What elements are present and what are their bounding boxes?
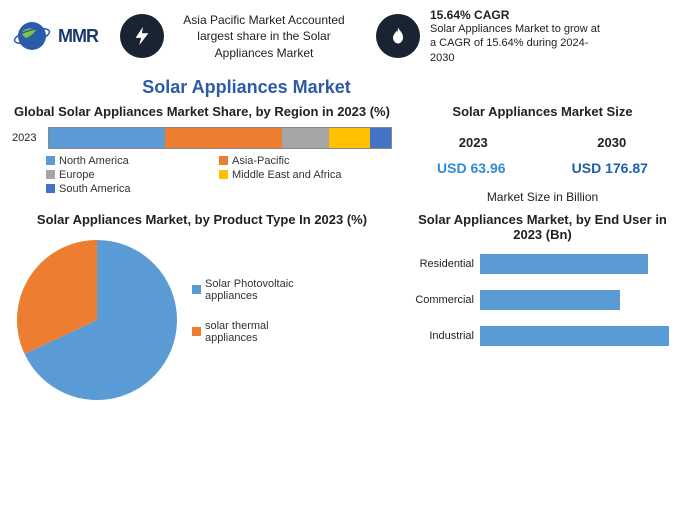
pie-chart <box>12 235 182 405</box>
cagr-fact: 15.64% CAGR Solar Appliances Market to g… <box>376 8 600 65</box>
legend-swatch <box>46 156 55 165</box>
region-year-label: 2023 <box>12 132 42 144</box>
size-year-1: 2023 <box>459 135 488 150</box>
legend-item: Asia-Pacific <box>219 155 392 167</box>
region-legend: North America Asia-Pacific Europe Middle Ea… <box>46 155 392 197</box>
region-segment <box>282 128 330 148</box>
hbar-row: Industrial <box>404 326 681 346</box>
size-year-2: 2030 <box>597 135 626 150</box>
legend-label: solar thermal appliances <box>205 320 315 344</box>
region-chart-title: Global Solar Appliances Market Share, by… <box>12 104 392 119</box>
region-stacked-bar <box>48 127 392 149</box>
legend-swatch <box>219 170 228 179</box>
legend-swatch <box>192 285 201 294</box>
legend-item: Europe <box>46 169 219 181</box>
legend-swatch <box>46 170 55 179</box>
legend-label: North America <box>59 155 129 167</box>
hbar-bar <box>480 326 669 346</box>
header-row: MMR Asia Pacific Market Accounted larges… <box>0 0 693 73</box>
region-segment <box>370 128 391 148</box>
globe-icon <box>12 14 56 58</box>
hbar-bar <box>480 290 620 310</box>
hbar-label: Residential <box>404 258 474 270</box>
size-values: USD 63.96 USD 176.87 <box>404 160 681 176</box>
hbar-row: Commercial <box>404 290 681 310</box>
fact-1-text: Asia Pacific Market Accounted largest sh… <box>174 12 354 61</box>
pie-wrap: Solar Photovoltaic appliances solar therm… <box>12 235 392 405</box>
legend-item: Solar Photovoltaic appliances <box>192 278 315 302</box>
legend-item: solar thermal appliances <box>192 320 315 344</box>
main-title: Solar Appliances Market <box>0 77 693 98</box>
region-segment <box>49 128 165 148</box>
fact-1: Asia Pacific Market Accounted largest sh… <box>120 12 354 61</box>
hbar-label: Industrial <box>404 330 474 342</box>
legend-label: Solar Photovoltaic appliances <box>205 278 315 302</box>
legend-label: Middle East and Africa <box>232 169 341 181</box>
legend-swatch <box>46 184 55 193</box>
hbar-bar <box>480 254 648 274</box>
hbar-chart: Residential Commercial Industrial <box>404 254 681 346</box>
size-val-1: USD 63.96 <box>437 160 505 176</box>
legend-label: Europe <box>59 169 94 181</box>
legend-swatch <box>192 327 201 336</box>
logo-text: MMR <box>58 26 98 47</box>
legend-item: North America <box>46 155 219 167</box>
cagr-block: 15.64% CAGR Solar Appliances Market to g… <box>430 8 600 65</box>
legend-item: South America <box>46 183 219 195</box>
legend-item: Middle East and Africa <box>219 169 392 181</box>
legend-label: Asia-Pacific <box>232 155 289 167</box>
region-segment <box>165 128 281 148</box>
size-val-2: USD 176.87 <box>572 160 648 176</box>
hbar-label: Commercial <box>404 294 474 306</box>
cagr-title: 15.64% CAGR <box>430 8 600 22</box>
region-stacked-bar-row: 2023 <box>12 127 392 149</box>
pie-title: Solar Appliances Market, by Product Type… <box>12 212 392 227</box>
hbar-title: Solar Appliances Market, by End User in … <box>404 212 681 242</box>
flame-icon <box>376 14 420 58</box>
logo: MMR <box>12 14 98 58</box>
size-title: Solar Appliances Market Size <box>404 104 681 119</box>
pie-legend: Solar Photovoltaic appliances solar therm… <box>192 278 315 362</box>
legend-label: South America <box>59 183 131 195</box>
region-segment <box>329 128 370 148</box>
size-caption: Market Size in Billion <box>404 190 681 204</box>
bolt-icon <box>120 14 164 58</box>
hbar-row: Residential <box>404 254 681 274</box>
size-years: 2023 2030 <box>404 135 681 150</box>
cagr-subtitle: Solar Appliances Market to grow at a CAG… <box>430 22 600 65</box>
legend-swatch <box>219 156 228 165</box>
